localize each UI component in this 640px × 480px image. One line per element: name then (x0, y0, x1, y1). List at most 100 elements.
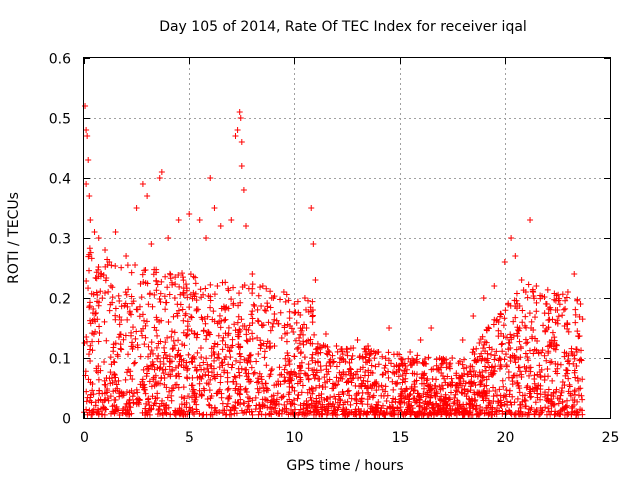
data-point-cloud (324, 409, 331, 416)
data-point-cloud (160, 354, 167, 361)
data-point-cloud (236, 290, 243, 297)
data-point-cloud (244, 338, 251, 345)
data-point-cloud (189, 359, 196, 366)
data-point-cloud (184, 367, 191, 374)
data-point (84, 133, 91, 139)
data-point-cloud (309, 306, 316, 313)
data-point-cloud (185, 408, 192, 415)
data-point-cloud (365, 367, 372, 374)
data-point-cloud (180, 329, 187, 336)
data-point-cloud (162, 402, 169, 409)
data-point-cloud (205, 401, 212, 408)
data-point-cloud (145, 301, 152, 308)
data-point-cloud (382, 362, 389, 369)
data-point-cloud (448, 389, 455, 396)
data-point-cloud (235, 343, 242, 350)
data-point-cloud (151, 291, 158, 298)
data-point-cloud (501, 392, 508, 399)
data-point-cloud (570, 360, 577, 367)
data-point (139, 181, 146, 187)
data-point-cloud (375, 361, 382, 368)
data-point-cloud (516, 389, 523, 396)
data-point-cloud (339, 408, 346, 415)
data-point-cloud (484, 388, 491, 395)
data-point-cloud (224, 395, 231, 402)
data-point-cloud (291, 353, 298, 360)
data-point-cloud (425, 354, 432, 361)
data-point-cloud (554, 320, 561, 327)
data-point-cloud (556, 411, 563, 418)
data-point-cloud (85, 285, 92, 292)
data-point-cloud (182, 363, 189, 370)
data-point-cloud (514, 395, 521, 402)
data-point-cloud (571, 355, 578, 362)
data-point-cloud (130, 400, 137, 407)
data-point-cloud (289, 384, 296, 391)
data-point-cloud (236, 372, 243, 379)
data-point-cloud (577, 385, 584, 392)
data-point-cloud (150, 350, 157, 357)
data-point-cloud (172, 411, 179, 418)
data-point-cloud (443, 364, 450, 371)
data-point-cloud (219, 346, 226, 353)
data-point (564, 289, 571, 295)
data-point-cloud (174, 351, 181, 358)
data-point-cloud (396, 399, 403, 406)
data-point-cloud (517, 343, 524, 350)
data-point-cloud (309, 298, 316, 305)
data-point-cloud (578, 347, 585, 354)
data-point (470, 313, 477, 319)
data-point-cloud (530, 350, 537, 357)
data-point (428, 325, 435, 331)
data-point (508, 235, 515, 241)
data-point-cloud (560, 306, 567, 313)
data-point-cloud (415, 393, 422, 400)
data-point-cloud (128, 293, 135, 300)
data-point-cloud (202, 336, 209, 343)
data-point-cloud (507, 302, 514, 309)
data-point-cloud (249, 281, 256, 288)
data-point-cloud (305, 365, 312, 372)
data-point (577, 301, 584, 307)
data-point-cloud (284, 352, 291, 359)
data-point-cloud (564, 358, 571, 365)
x-axis-label: GPS time / hours (286, 458, 403, 474)
data-point-cloud (168, 328, 175, 335)
data-point-cloud (521, 363, 528, 370)
data-point-cloud (575, 385, 582, 392)
data-point-cloud (100, 271, 107, 278)
data-point-cloud (219, 279, 226, 286)
data-point-cloud (139, 311, 146, 318)
data-point-cloud (563, 366, 570, 373)
data-point (83, 181, 90, 187)
data-point-cloud (283, 338, 290, 345)
data-point-cloud (171, 294, 178, 301)
data-point (102, 247, 109, 253)
data-point-cloud (547, 359, 554, 366)
data-point-cloud (190, 273, 197, 280)
data-point-cloud (141, 386, 148, 393)
data-point-cloud (545, 310, 552, 317)
data-point-cloud (89, 387, 96, 394)
data-point-cloud (153, 266, 160, 273)
data-point-cloud (400, 395, 407, 402)
data-point-cloud (139, 271, 146, 278)
data-point-cloud (207, 363, 214, 370)
data-point-cloud (157, 364, 164, 371)
data-point-cloud (414, 352, 421, 359)
data-point-cloud (83, 388, 90, 395)
data-point-cloud (347, 401, 354, 408)
data-point-cloud (162, 339, 169, 346)
data-point-cloud (452, 391, 459, 398)
data-point-cloud (83, 406, 90, 413)
data-point-cloud (237, 386, 244, 393)
data-point-cloud (176, 373, 183, 380)
data-point-cloud (107, 354, 114, 361)
data-point-cloud (445, 381, 452, 388)
data-point-cloud (490, 393, 497, 400)
data-point-cloud (256, 408, 263, 415)
data-point-cloud (201, 387, 208, 394)
data-point-cloud (414, 371, 421, 378)
data-point (123, 253, 130, 259)
data-point-cloud (263, 343, 270, 350)
